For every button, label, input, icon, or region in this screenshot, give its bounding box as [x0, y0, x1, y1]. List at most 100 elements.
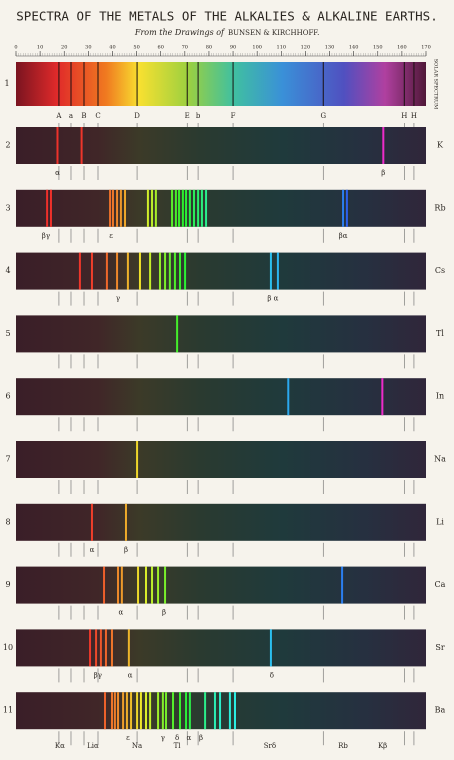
fraunhofer-label: E	[185, 112, 190, 120]
emission-line	[99, 629, 102, 667]
emission-line	[146, 189, 149, 227]
emission-line	[130, 692, 133, 730]
emission-line	[124, 189, 127, 227]
element-label: Ba	[435, 706, 446, 715]
footer-label: Na	[132, 742, 142, 750]
footer-label: Kα	[55, 742, 65, 750]
subtitle-names: BUNSEN & KIRCHHOFF.	[228, 29, 319, 37]
ruler-label: 90	[230, 45, 236, 51]
solar-label: SOLAR SPECTRUM	[433, 59, 439, 110]
emission-line	[49, 189, 52, 227]
spectrum-band	[16, 189, 426, 227]
footer-label: Srδ	[264, 742, 276, 750]
emission-line	[117, 566, 120, 604]
fraunhofer-label: B	[81, 112, 86, 120]
row-number: 11	[3, 706, 13, 715]
element-label: Tl	[436, 329, 444, 338]
line-label: α	[119, 609, 124, 617]
emission-line	[188, 189, 191, 227]
row-number: 8	[5, 517, 10, 526]
spectra: 0 10 20 30 40 50 60 70 80 90 100 110 120 130 140 150 160…	[3, 45, 446, 751]
solar-band	[16, 62, 426, 106]
line-label: δ	[175, 734, 179, 742]
ruler-label: 80	[206, 45, 212, 51]
line-label: α	[128, 671, 133, 679]
ruler-label: 150	[373, 45, 383, 51]
line-label: β α	[267, 295, 278, 303]
line-label: α	[55, 169, 60, 177]
title: SPECTRA OF THE METALS OF THE ALKALIES & …	[16, 9, 437, 24]
emission-line	[204, 692, 207, 730]
fraunhofer-label: b	[196, 112, 201, 120]
line-label: β	[124, 546, 128, 554]
element-label: Cs	[435, 266, 445, 275]
ruler-label: 20	[61, 45, 67, 51]
ruler-label: 50	[133, 45, 139, 51]
emission-line	[172, 692, 175, 730]
emission-line	[151, 189, 154, 227]
emission-line	[173, 252, 176, 290]
emission-line	[104, 629, 107, 667]
row-number: 10	[3, 643, 13, 652]
fraunhofer-label: H	[401, 112, 407, 120]
element-label: Li	[436, 517, 444, 526]
footer-label: Tl	[174, 742, 182, 750]
emission-line	[287, 378, 290, 416]
row-number: 4	[5, 266, 10, 275]
fraunhofer-label: C	[95, 112, 100, 120]
emission-line	[233, 692, 236, 730]
line-label: βγ	[42, 232, 50, 240]
emission-line	[89, 629, 92, 667]
emission-line	[161, 692, 164, 730]
line-label: βα	[339, 232, 348, 240]
emission-line	[174, 189, 177, 227]
emission-line	[151, 566, 154, 604]
line-label: α	[187, 734, 192, 742]
ruler-label: 160	[397, 45, 407, 51]
emission-line	[176, 315, 179, 353]
emission-line	[342, 189, 345, 227]
element-label: Na	[434, 455, 446, 464]
emission-line	[219, 692, 222, 730]
emission-line	[103, 566, 106, 604]
emission-line	[149, 252, 152, 290]
emission-line	[122, 692, 125, 730]
emission-line	[154, 189, 157, 227]
emission-line	[192, 189, 195, 227]
ruler-label: 130	[325, 45, 335, 51]
emission-line	[168, 252, 171, 290]
fraunhofer-label: F	[231, 112, 236, 120]
line-label: ε	[109, 232, 113, 240]
emission-line	[126, 252, 129, 290]
row-number: 7	[5, 455, 10, 464]
emission-line	[341, 566, 344, 604]
fraunhofer-label: A	[55, 112, 62, 120]
emission-line	[105, 252, 108, 290]
emission-line	[269, 252, 272, 290]
fraunhofer-label: D	[134, 112, 140, 120]
emission-line	[136, 692, 139, 730]
emission-line	[144, 566, 147, 604]
emission-line	[164, 566, 167, 604]
emission-line	[200, 189, 203, 227]
line-label: β	[199, 734, 203, 742]
emission-line	[138, 252, 141, 290]
ruler-label: 10	[37, 45, 43, 51]
emission-line	[90, 252, 93, 290]
line-label: βγ	[94, 671, 102, 679]
subtitle: From the Drawings of	[134, 28, 226, 37]
line-label: α	[90, 546, 95, 554]
emission-line	[95, 629, 98, 667]
line-label: ε	[126, 734, 130, 742]
footer-label: Rb	[338, 742, 348, 750]
emission-line	[178, 189, 181, 227]
row-number: 2	[5, 141, 10, 150]
emission-line	[46, 189, 49, 227]
line-label: γ	[116, 295, 120, 303]
emission-line	[109, 189, 112, 227]
element-label: Sr	[435, 643, 444, 652]
element-label: K	[437, 141, 444, 150]
emission-line	[157, 566, 160, 604]
emission-line	[136, 441, 139, 478]
